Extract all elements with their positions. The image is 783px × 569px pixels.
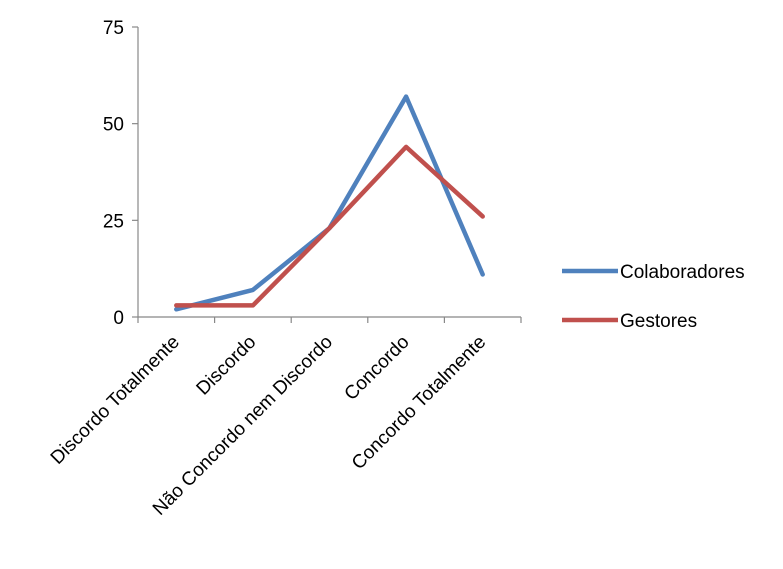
x-category-label: Concordo Totalmente <box>348 332 490 474</box>
y-tick-label: 75 <box>103 18 124 39</box>
x-category-label: Discordo Totalmente <box>47 332 184 469</box>
series-line-colaboradores <box>174 94 485 312</box>
y-tick-label: 25 <box>103 211 124 232</box>
legend-label-colaboradores: Colaboradores <box>620 262 745 283</box>
y-tick-label: 50 <box>103 115 124 136</box>
x-category-label: Concordo <box>341 332 414 405</box>
legend-label-gestores: Gestores <box>620 311 697 332</box>
chart-axes <box>137 27 521 318</box>
series-lines <box>174 94 485 312</box>
y-tick-label: 0 <box>113 308 124 329</box>
y-axis-ticks: 0 25 50 75 <box>103 18 138 329</box>
x-category-label: Discordo <box>193 332 261 400</box>
legend: Colaboradores Gestores <box>562 262 745 332</box>
series-line-gestores <box>174 144 485 308</box>
